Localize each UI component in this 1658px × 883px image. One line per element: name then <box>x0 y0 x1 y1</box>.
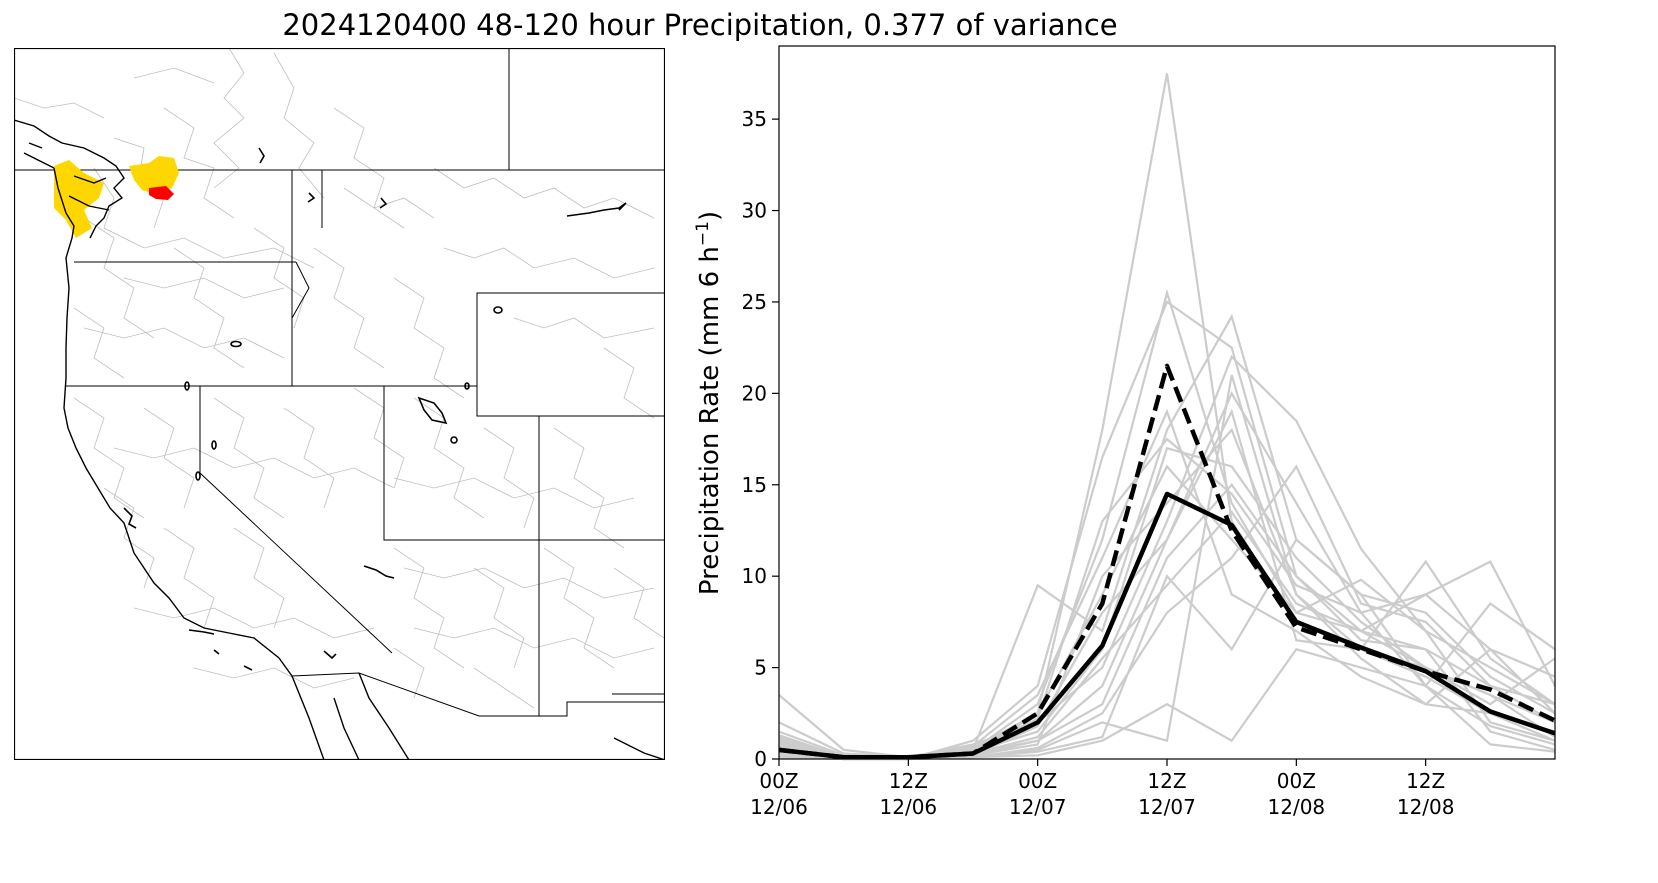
x-tick-label-top-3: 12Z <box>1147 769 1186 793</box>
member-line-7 <box>778 602 1556 761</box>
yellow-basin-west <box>54 160 104 238</box>
member-line-5 <box>778 390 1556 761</box>
member-line-13 <box>778 408 1556 761</box>
x-tick-label-top-4: 00Z <box>1277 769 1316 793</box>
member-line-14 <box>778 408 1556 761</box>
state-borders <box>14 48 665 717</box>
member-line-15 <box>778 464 1556 761</box>
x-tick-label-bottom-3: 12/07 <box>1138 795 1196 819</box>
member-line-3 <box>778 313 1556 761</box>
x-tick-label-top-0: 00Z <box>759 769 798 793</box>
y-tick-label-25: 25 <box>742 290 767 314</box>
lakes <box>123 147 627 671</box>
red-basin <box>149 186 174 200</box>
member-line-9 <box>778 464 1556 761</box>
figure-title: 2024120400 48-120 hour Precipitation, 0.… <box>282 8 1118 42</box>
member-line-1 <box>778 288 1556 759</box>
member-line-12 <box>778 537 1556 761</box>
series-lines <box>778 363 1556 760</box>
x-tick-label-bottom-4: 12/08 <box>1268 795 1326 819</box>
x-tick-label-bottom-5: 12/08 <box>1397 795 1455 819</box>
member-line-17 <box>778 510 1556 761</box>
y-axis-label: Precipitation Rate (mm 6 h−1) <box>693 211 725 595</box>
yellow-basin-north <box>129 156 179 194</box>
chart-frame <box>778 45 1556 760</box>
member-line-8 <box>778 446 1556 761</box>
x-tick-label-top-2: 00Z <box>1018 769 1057 793</box>
y-tick-label-15: 15 <box>742 473 767 497</box>
y-tick-label-10: 10 <box>742 564 767 588</box>
member-line-2 <box>778 300 1556 761</box>
x-tick-label-bottom-2: 12/07 <box>1009 795 1067 819</box>
x-tick-label-bottom-0: 12/06 <box>750 795 808 819</box>
member-line-10 <box>778 483 1556 761</box>
ensemble-members <box>778 73 1556 761</box>
series-line-solid <box>778 491 1556 760</box>
y-tick-label-30: 30 <box>742 199 767 223</box>
y-tick-label-0: 0 <box>754 747 767 771</box>
basin-map <box>14 48 665 760</box>
basin-outlines <box>14 48 665 709</box>
x-tick-label-bottom-1: 12/06 <box>880 795 938 819</box>
x-ticks: 00Z12/0612Z12/0600Z12/0712Z12/0700Z12/08… <box>750 759 1454 819</box>
y-tick-label-5: 5 <box>754 656 767 680</box>
member-line-0 <box>778 73 1556 759</box>
member-line-4 <box>778 354 1556 761</box>
x-tick-label-top-1: 12Z <box>889 769 928 793</box>
coastline <box>14 119 665 760</box>
x-tick-label-top-5: 12Z <box>1406 769 1445 793</box>
series-line-dashed <box>778 363 1556 760</box>
member-line-6 <box>778 374 1556 759</box>
member-line-11 <box>778 427 1556 759</box>
y-tick-label-20: 20 <box>742 381 767 405</box>
y-ticks: 0 5 10 15 20 25 30 35 <box>742 107 779 771</box>
y-tick-label-35: 35 <box>742 107 767 131</box>
member-line-16 <box>778 437 1556 759</box>
